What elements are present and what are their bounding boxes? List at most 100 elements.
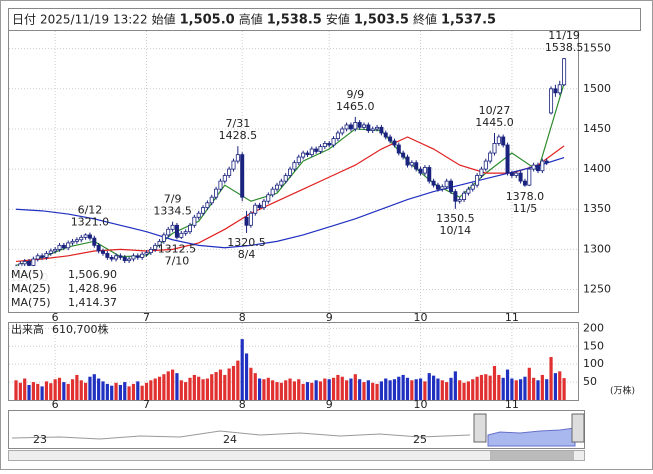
candle-body bbox=[431, 180, 436, 186]
navigator-handle[interactable] bbox=[473, 413, 487, 443]
candle-body bbox=[118, 255, 123, 258]
candle-body bbox=[440, 186, 445, 190]
volume-bar bbox=[536, 380, 540, 400]
annotation-date: 11/19 bbox=[548, 29, 580, 42]
candle-body bbox=[514, 172, 519, 176]
navigator-label: 24 bbox=[223, 433, 237, 446]
candle-body bbox=[222, 175, 227, 182]
volume-bar bbox=[66, 383, 70, 400]
candle-body bbox=[209, 196, 214, 204]
candle-body bbox=[270, 188, 275, 196]
candle-body bbox=[314, 148, 319, 152]
volume-bar bbox=[144, 382, 149, 400]
annotation-date: 7/10 bbox=[165, 254, 190, 267]
x-tick-label: 7 bbox=[143, 311, 150, 324]
annotation-price: 1334.5 bbox=[153, 205, 192, 218]
annotation-date: 11/5 bbox=[513, 202, 538, 215]
volume-bar bbox=[418, 378, 423, 400]
volume-bar bbox=[149, 380, 153, 400]
candle-body bbox=[492, 142, 497, 154]
header-text: 1,538.5 bbox=[267, 13, 322, 28]
navigator-label: 23 bbox=[33, 433, 47, 446]
candle-body bbox=[27, 261, 32, 266]
volume-panel bbox=[8, 322, 579, 401]
volume-bar bbox=[136, 381, 140, 400]
volume-bar bbox=[162, 374, 166, 400]
x-tick-label: 6 bbox=[52, 311, 59, 324]
volume-bar bbox=[327, 379, 331, 400]
volume-bar bbox=[349, 378, 353, 400]
candle-body bbox=[170, 224, 175, 230]
scrollbar[interactable] bbox=[8, 450, 585, 461]
candle-body bbox=[544, 160, 549, 164]
volume-bar bbox=[366, 380, 370, 400]
volume-tick-label: 100 bbox=[583, 357, 604, 370]
navigator-window bbox=[487, 427, 576, 447]
candle-body bbox=[475, 175, 480, 186]
volume-bar bbox=[197, 376, 201, 400]
volume-bar bbox=[523, 376, 527, 400]
candle-body bbox=[305, 152, 310, 156]
candle-body bbox=[522, 180, 527, 186]
candle-body bbox=[44, 252, 49, 258]
candle-body bbox=[483, 160, 488, 170]
candle-body bbox=[296, 156, 301, 164]
x-tick-label: 11 bbox=[505, 398, 519, 411]
candle-body bbox=[348, 124, 353, 130]
volume-bar bbox=[318, 381, 323, 400]
y-tick-label: 1500 bbox=[583, 82, 611, 95]
volume-bar bbox=[345, 380, 349, 400]
volume-bar bbox=[336, 374, 340, 400]
volume-bar bbox=[114, 382, 118, 400]
candle-body bbox=[127, 258, 132, 262]
candle-body bbox=[435, 184, 440, 190]
candle-body bbox=[192, 216, 197, 226]
volume-title: 出来高 bbox=[11, 322, 44, 336]
volume-bar bbox=[405, 377, 410, 400]
volume-bar bbox=[519, 379, 523, 400]
volume-bar bbox=[57, 377, 62, 400]
volume-unit: (万株) bbox=[610, 385, 635, 397]
legend-value: 1,506.90 bbox=[68, 268, 117, 281]
volume-bar bbox=[479, 374, 484, 400]
volume-bar bbox=[79, 380, 83, 400]
volume-bar bbox=[553, 373, 557, 400]
annotation-price: 1321.0 bbox=[71, 216, 110, 229]
volume-bar bbox=[292, 381, 296, 400]
header-text: 日付 bbox=[12, 13, 36, 27]
volume-bar bbox=[340, 376, 344, 400]
volume-bar bbox=[175, 373, 179, 400]
candle-body bbox=[135, 255, 140, 258]
volume-bar bbox=[501, 377, 505, 400]
volume-bar bbox=[401, 374, 405, 400]
volume-bar bbox=[384, 378, 388, 400]
candle-body bbox=[231, 160, 236, 170]
volume-bar bbox=[371, 382, 375, 400]
candle-body bbox=[540, 160, 545, 172]
candle-body bbox=[240, 154, 245, 198]
volume-bar bbox=[462, 382, 466, 400]
volume-bar bbox=[218, 369, 223, 400]
x-tick-label: 10 bbox=[414, 311, 428, 324]
volume-bar bbox=[392, 379, 397, 400]
candle-body bbox=[40, 255, 45, 258]
candle-body bbox=[131, 255, 136, 260]
x-tick-label: 6 bbox=[52, 398, 59, 411]
candle-body bbox=[531, 164, 536, 170]
legend-name: MA(5) bbox=[11, 268, 44, 281]
volume-bar bbox=[388, 380, 392, 400]
candle-body bbox=[335, 132, 340, 139]
candle-body bbox=[553, 88, 558, 94]
volume-bar bbox=[562, 378, 566, 400]
header-text: 2025/11/19 13:22 bbox=[40, 13, 148, 27]
volume-bar bbox=[358, 379, 362, 400]
candle-body bbox=[409, 162, 414, 166]
volume-bar bbox=[92, 374, 96, 400]
navigator-handle[interactable] bbox=[571, 413, 585, 443]
volume-bar bbox=[449, 377, 453, 400]
scrollbar-thumb[interactable] bbox=[490, 451, 574, 460]
candle-body bbox=[92, 237, 97, 246]
x-tick-label: 9 bbox=[326, 311, 333, 324]
candle-body bbox=[144, 252, 149, 255]
candle-body bbox=[309, 148, 314, 156]
